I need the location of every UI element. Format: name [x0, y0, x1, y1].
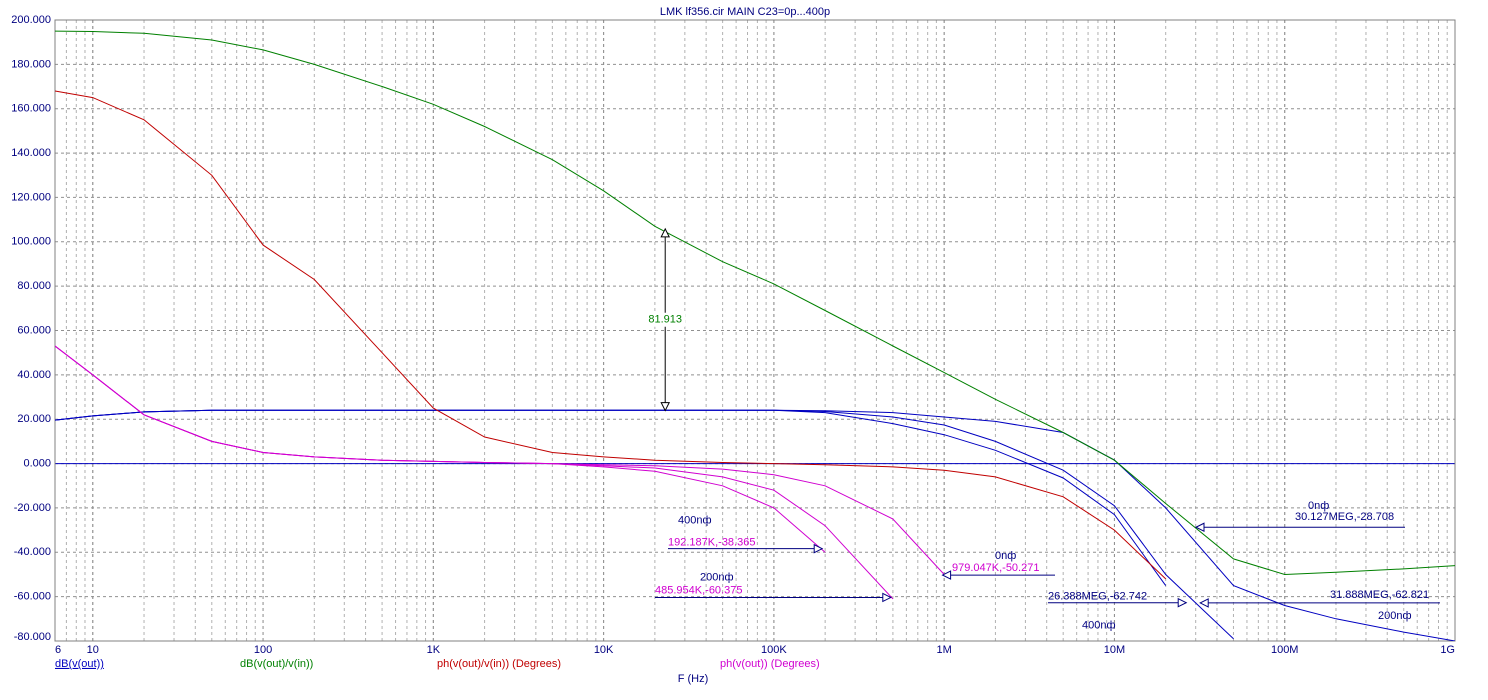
y-tick-label: 60.000 — [17, 324, 51, 336]
curve — [55, 90, 1167, 580]
x-axis-label: F (Hz) — [678, 673, 709, 685]
x-tick-label: 1K — [427, 644, 441, 656]
y-tick-label: 40.000 — [17, 369, 51, 381]
marker-label: 30.127MEG,-28.708 — [1295, 511, 1394, 523]
x-tick-label: 10M — [1104, 644, 1125, 656]
y-tick-label: -20.000 — [14, 502, 51, 514]
y-tick-label: 200.000 — [11, 14, 51, 26]
y-tick-label: 120.000 — [11, 191, 51, 203]
step-label: 0nф — [1308, 500, 1329, 512]
y-tick-label: 140.000 — [11, 147, 51, 159]
step-label: 400nф — [1082, 620, 1116, 632]
plot-frame — [54, 19, 1456, 642]
y-tick-label: 100.000 — [11, 236, 51, 248]
marker-label: 979.047K,-50.271 — [952, 562, 1039, 574]
marker-label: 485.954K,-60.375 — [655, 584, 742, 596]
x-tick-label: 10K — [594, 644, 614, 656]
y-tick-label: 20.000 — [17, 413, 51, 425]
marker-arrow — [941, 570, 952, 580]
measure-label: 81.913 — [648, 314, 682, 326]
grid — [54, 19, 1456, 642]
y-tick-label: 80.000 — [17, 280, 51, 292]
curve — [55, 30, 1455, 576]
y-tick-label: -80.000 — [14, 631, 51, 643]
x-tick-label: 100M — [1271, 644, 1299, 656]
x-tick-label: 100K — [761, 644, 787, 656]
x-tick-label: 10 — [87, 644, 99, 656]
legend-label: ph(v(out)/v(in)) (Degrees) — [437, 658, 561, 670]
curve — [55, 345, 826, 553]
curves — [55, 30, 1455, 641]
measure-arrow — [660, 227, 671, 238]
annotations: 6 10 100 1K 10K 100K 1M 10M 100M 1G -80.000 -60.000… — [11, 14, 1455, 670]
marker-arrow — [1177, 597, 1188, 608]
marker-arrow — [882, 592, 892, 603]
step-label: 400nф — [678, 515, 712, 527]
legend-label: dB(v(out)) — [55, 658, 104, 670]
y-tick-label: 0.000 — [23, 457, 51, 469]
curve — [55, 409, 1167, 586]
marker-label: 26.388MEG,-62.742 — [1048, 591, 1147, 603]
marker-arrow — [1194, 522, 1205, 533]
x-tick-label: 100 — [254, 644, 272, 656]
x-tick-label: 1M — [937, 644, 952, 656]
legend-label: ph(v(out)) (Degrees) — [720, 658, 820, 670]
x-tick-label: 6 — [55, 644, 61, 656]
marker-label: 192.187K,-38.365 — [668, 537, 755, 549]
measure-label-bg — [645, 312, 686, 327]
measure-arrow — [660, 402, 671, 412]
marker-arrow — [1199, 598, 1209, 608]
marker-arrow — [813, 543, 824, 554]
x-tick-label: 1G — [1440, 644, 1455, 656]
y-tick-label: -40.000 — [14, 546, 51, 558]
step-label: 0nф — [995, 550, 1016, 562]
step-label: 200nф — [700, 571, 734, 583]
y-tick-label: 160.000 — [11, 103, 51, 115]
y-tick-label: -60.000 — [14, 591, 51, 603]
step-label: 200nф — [1378, 610, 1412, 622]
y-tick-label: 180.000 — [11, 58, 51, 70]
chart-title: LMK lf356.cir MAIN C23=0p...400p — [660, 6, 830, 18]
marker-label: 31.888MEG,-62.821 — [1330, 589, 1429, 601]
legend-label: dB(v(out)/v(in)) — [240, 658, 313, 670]
